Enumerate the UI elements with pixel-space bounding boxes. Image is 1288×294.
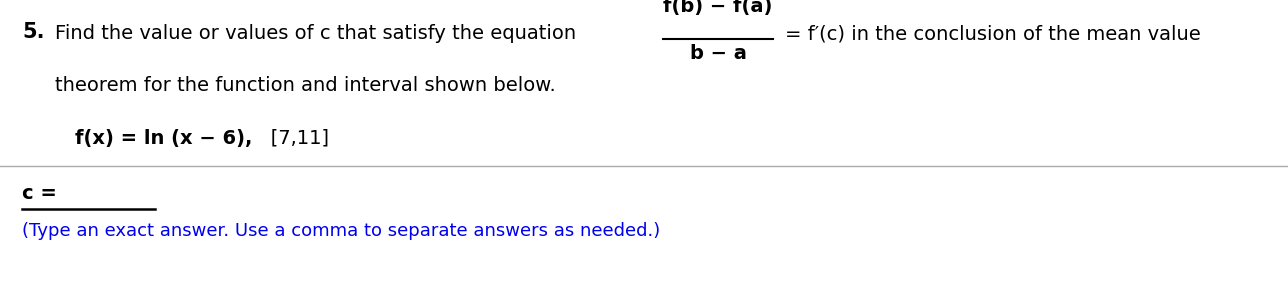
Text: c =: c =	[22, 184, 57, 203]
Text: 5.: 5.	[22, 22, 45, 42]
Text: theorem for the function and interval shown below.: theorem for the function and interval sh…	[55, 76, 555, 95]
Text: (Type an exact answer. Use a comma to separate answers as needed.): (Type an exact answer. Use a comma to se…	[22, 222, 661, 240]
Text: Find the value or values of c that satisfy the equation: Find the value or values of c that satis…	[55, 24, 576, 43]
Text: b − a: b − a	[689, 44, 747, 63]
Text: f(b) − f(a): f(b) − f(a)	[663, 0, 773, 16]
Text: [7,11]: [7,11]	[252, 129, 328, 148]
Text: = f′(c) in the conclusion of the mean value: = f′(c) in the conclusion of the mean va…	[784, 24, 1200, 43]
Text: f(x) = ln (x − 6),: f(x) = ln (x − 6),	[75, 129, 252, 148]
